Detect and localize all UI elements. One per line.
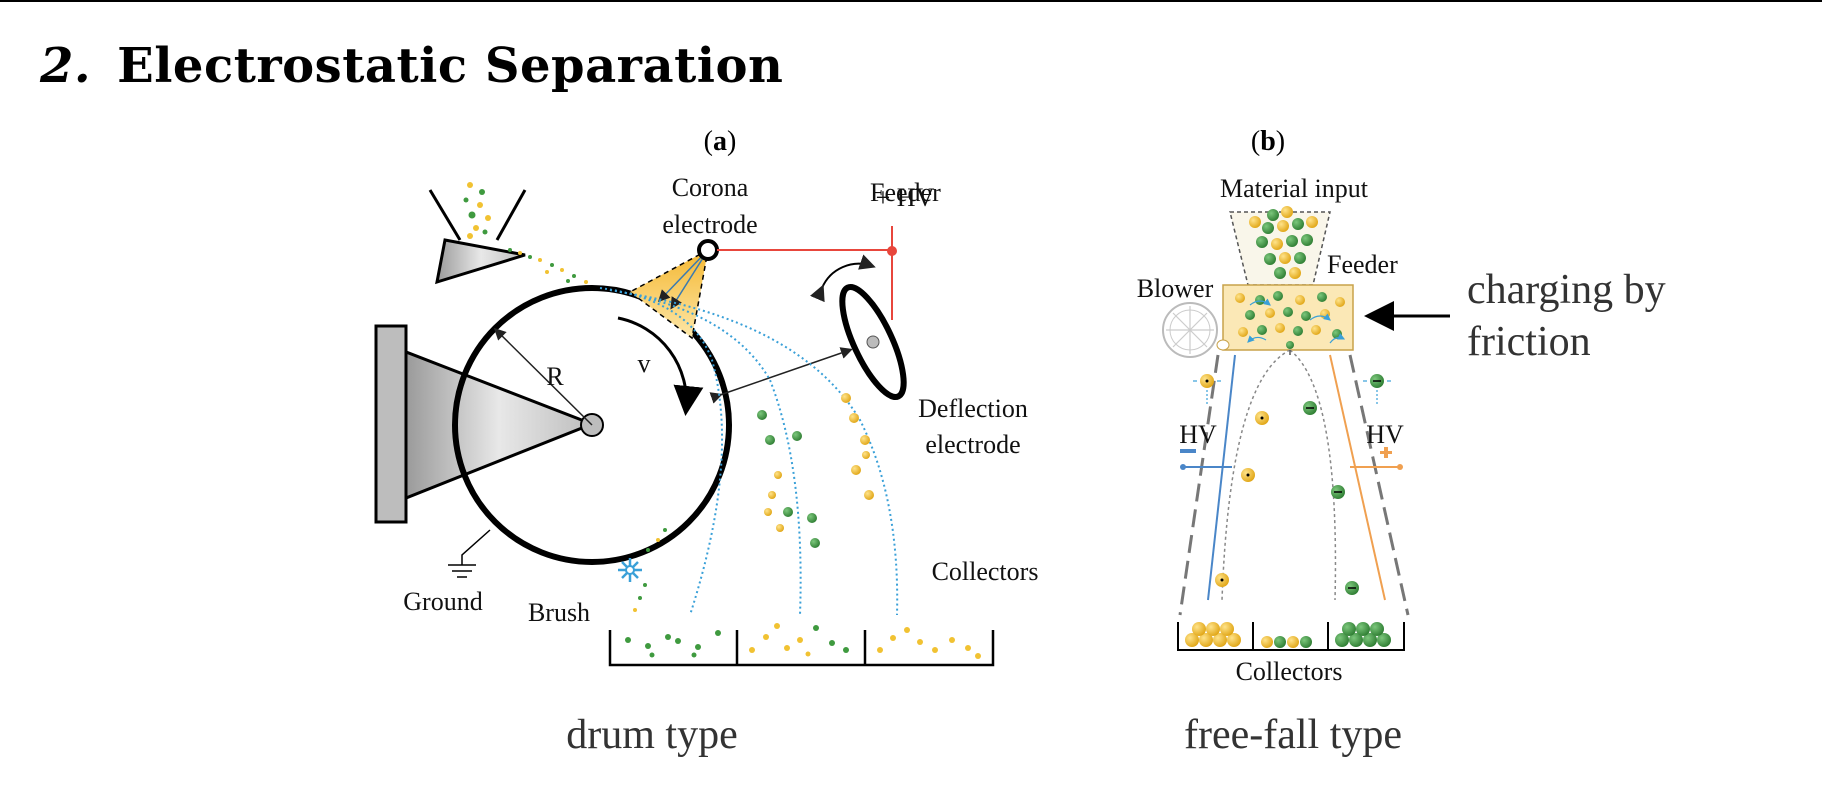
panel-a-drum-diagram: (a) R v: [374, 126, 1039, 758]
blower: [1162, 302, 1230, 358]
caption-free-fall-type: free-fall type: [1184, 712, 1402, 758]
charging-chamber: [1222, 284, 1354, 351]
label-deflection-2: electrode: [925, 430, 1020, 459]
gap-arrow: [709, 347, 853, 404]
radius-arrow: [493, 327, 593, 426]
charge-legend: [1193, 374, 1391, 404]
label-velocity: v: [638, 349, 651, 378]
label-radius: R: [546, 362, 564, 391]
input-particles: [1249, 206, 1318, 279]
label-material-input: Material input: [1220, 174, 1369, 203]
falling-particles: [757, 393, 874, 548]
label-hv-a: + HV: [876, 183, 935, 212]
label-corona-1: Corona: [672, 173, 749, 202]
positive-electrode: [1329, 354, 1386, 601]
chamber-particles: [1235, 291, 1345, 349]
negative-electrode: [1207, 354, 1236, 601]
separation-column: [1178, 354, 1410, 616]
support-arm: [404, 349, 597, 501]
collectors-a: [608, 630, 995, 667]
plus-sign: [1384, 447, 1388, 458]
feeder-hopper: [428, 182, 527, 241]
panel-b-free-fall-diagram: (b) Material input Feeder: [1137, 126, 1450, 758]
corona-electrode: [697, 239, 719, 261]
airflow-arrows: [1247, 298, 1346, 344]
panel-a-tag: (a): [704, 126, 737, 157]
tilt-arrow: [809, 254, 876, 303]
collected-particles-b: [1185, 622, 1391, 648]
collectors-b: [1177, 622, 1405, 651]
feed-stream: [508, 248, 588, 284]
drum: [452, 285, 732, 565]
slide-number: 2.: [40, 38, 92, 94]
particle-trajectories: [599, 287, 899, 616]
label-corona-2: electrode: [662, 210, 757, 239]
annotation-line-2: friction: [1467, 319, 1591, 365]
label-feeder-b: Feeder: [1327, 250, 1398, 279]
falling-charged-particles: [1215, 401, 1359, 595]
brush-particles: [633, 528, 667, 612]
caption-drum-type: drum type: [566, 712, 737, 758]
feeder-wedge: [435, 238, 526, 285]
label-collectors-a: Collectors: [932, 557, 1039, 586]
label-deflection-1: Deflection: [918, 394, 1028, 423]
label-feeder-a: Feeder: [870, 178, 941, 207]
label-blower: Blower: [1137, 274, 1214, 303]
minus-sign: [1180, 449, 1196, 453]
label-collectors-b: Collectors: [1236, 657, 1343, 686]
label-ground: Ground: [403, 587, 482, 616]
panel-b-tag: (b): [1251, 126, 1285, 157]
top-rule: [0, 0, 1822, 2]
slide-title-text: Electrostatic Separation: [117, 38, 784, 94]
collected-particles-a: [625, 623, 981, 659]
rotation-arrow: [617, 316, 704, 416]
slide-title: 2. Electrostatic Separation: [40, 38, 783, 94]
label-hv-left: HV: [1179, 420, 1217, 449]
support-plate: [374, 324, 408, 524]
label-brush: Brush: [528, 598, 590, 627]
label-hv-right: HV: [1366, 420, 1404, 449]
annotation-line-1: charging by: [1467, 267, 1666, 313]
ground-symbol: [448, 529, 491, 578]
hv-junction: [887, 246, 897, 256]
